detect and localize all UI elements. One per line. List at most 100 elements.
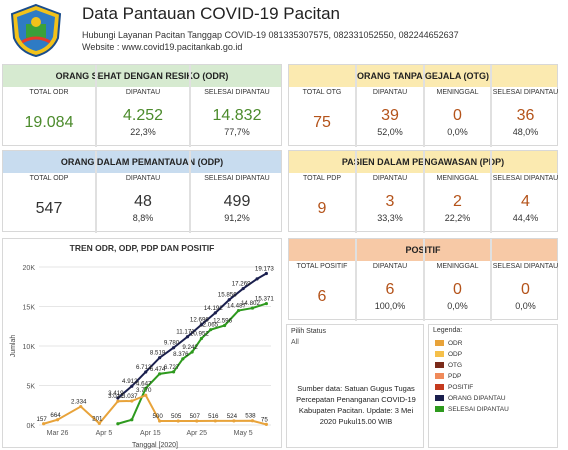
data-point bbox=[250, 419, 255, 423]
legend-item[interactable]: PDP bbox=[435, 371, 461, 381]
data-point bbox=[158, 419, 162, 423]
data-label: 12.596 bbox=[213, 317, 232, 324]
legend-label: ODP bbox=[448, 350, 463, 358]
data-label: 6.474 bbox=[150, 366, 166, 373]
data-point bbox=[181, 357, 185, 361]
data-point bbox=[97, 421, 101, 426]
data-point bbox=[236, 308, 241, 313]
otg-meninggal-value: 0 bbox=[453, 107, 462, 124]
data-point bbox=[264, 271, 268, 276]
odp-selesai-cell: SELESAI DIPANTAU 499 91,2% bbox=[190, 151, 283, 233]
data-point bbox=[185, 335, 190, 339]
pdp-selesai-pct: 44,4% bbox=[512, 213, 539, 223]
legend-item[interactable]: POSITIF bbox=[435, 382, 473, 392]
legend-swatch bbox=[435, 384, 444, 390]
legend-item[interactable]: SELESAI DIPANTAU bbox=[435, 404, 509, 414]
page-header: Data Pantauan COVID-19 Pacitan Hubungi L… bbox=[0, 0, 568, 60]
filter-panel: Pilih Status All Sumber data: Satuan Gug… bbox=[286, 324, 424, 448]
legend-item[interactable]: ORANG DIPANTAU bbox=[435, 393, 506, 403]
page-title: Data Pantauan COVID-19 Pacitan bbox=[82, 4, 340, 23]
odr-dipantau-cell: DIPANTAU 4.252 22,3% bbox=[96, 65, 190, 147]
legend-item[interactable]: ODR bbox=[435, 338, 462, 348]
pdp-total-cell: TOTAL PDP 9 bbox=[289, 151, 356, 233]
odr-total-value: 19.084 bbox=[24, 114, 74, 131]
odr-total-cell: TOTAL ODR 19.084 bbox=[3, 65, 96, 147]
data-point bbox=[144, 370, 148, 374]
positif-selesai-pct: 0,0% bbox=[515, 301, 536, 311]
status-filter-select[interactable]: All bbox=[291, 339, 299, 346]
chart-title: TREN ODR, ODP, PDP DAN POSITIF bbox=[69, 243, 215, 253]
positif-dipantau-value: 6 bbox=[385, 281, 395, 298]
otg-panel: ORANG TANPA GEJALA (OTG) TOTAL OTG 75 DI… bbox=[288, 64, 559, 147]
positif-total-value: 6 bbox=[317, 288, 327, 305]
otg-total-cell: TOTAL OTG 75 bbox=[289, 65, 356, 147]
odr-total-head: TOTAL ODR bbox=[29, 89, 69, 96]
data-point bbox=[255, 277, 259, 281]
odp-dipantau-head: DIPANTAU bbox=[125, 175, 161, 182]
odp-selesai-value: 499 bbox=[223, 193, 251, 210]
data-label: 8.376 bbox=[173, 351, 189, 358]
pdp-total-head: TOTAL PDP bbox=[303, 175, 341, 182]
y-tick-label: 0K bbox=[26, 423, 35, 430]
hotline-text: Hubungi Layanan Pacitan Tanggap COVID-19… bbox=[82, 30, 459, 40]
otg-selesai-pct: 48,0% bbox=[512, 127, 539, 137]
positif-dipantau-pct: 100,0% bbox=[374, 301, 406, 311]
data-point bbox=[116, 399, 120, 403]
legend-item[interactable]: OTG bbox=[435, 360, 462, 370]
data-label: 507 bbox=[190, 413, 201, 420]
otg-dipantau-head: DIPANTAU bbox=[372, 89, 408, 96]
legend-label: ODR bbox=[448, 339, 463, 347]
y-tick-label: 10K bbox=[23, 344, 36, 351]
positif-meninggal-cell: MENINGGAL 0 0,0% bbox=[424, 239, 491, 321]
data-point bbox=[199, 323, 203, 327]
x-tick-label: Apr 5 bbox=[96, 430, 113, 437]
y-tick-label: 15K bbox=[23, 305, 36, 312]
legend-swatch bbox=[435, 351, 444, 357]
legend-swatch bbox=[435, 373, 444, 379]
otg-selesai-head: SELESAI DIPANTAU bbox=[492, 89, 559, 96]
data-label: 505 bbox=[171, 413, 182, 420]
odr-dipantau-value: 4.252 bbox=[122, 107, 164, 124]
otg-dipantau-pct: 52,0% bbox=[377, 127, 403, 137]
otg-meninggal-head: MENINGGAL bbox=[436, 89, 479, 96]
data-point bbox=[79, 404, 83, 409]
pdp-meninggal-pct: 22,2% bbox=[444, 213, 471, 223]
odp-total-value: 547 bbox=[35, 200, 63, 217]
legend-swatch bbox=[435, 340, 444, 346]
x-tick-label: Apr 25 bbox=[186, 430, 207, 437]
odp-title: ORANG DALAM PEMANTAUAN (ODP) bbox=[3, 151, 281, 173]
data-point bbox=[250, 306, 255, 310]
pdp-dipantau-cell: DIPANTAU 3 33,3% bbox=[356, 151, 424, 233]
data-label: 2.334 bbox=[71, 399, 87, 406]
data-point bbox=[144, 393, 148, 397]
series-line bbox=[117, 272, 267, 399]
odr-selesai-value: 14.832 bbox=[212, 107, 262, 124]
odr-selesai-pct: 77,7% bbox=[224, 127, 250, 137]
odr-dipantau-head: DIPANTAU bbox=[125, 89, 161, 96]
data-label: 14.802 bbox=[241, 300, 260, 307]
x-tick-label: May 5 bbox=[234, 430, 253, 437]
otg-meninggal-cell: MENINGGAL 0 0,0% bbox=[424, 65, 491, 147]
positif-selesai-value: 0 bbox=[521, 281, 530, 298]
data-point bbox=[116, 422, 120, 426]
legend-title: Legenda: bbox=[433, 327, 463, 334]
data-label: 516 bbox=[208, 413, 219, 420]
x-tick-label: Apr 15 bbox=[140, 430, 161, 437]
data-label: 500 bbox=[152, 413, 163, 420]
odr-selesai-head: SELESAI DIPANTAU bbox=[204, 89, 270, 96]
x-tick-label: Mar 26 bbox=[47, 430, 69, 437]
data-label: 12.065 bbox=[199, 322, 218, 329]
pdp-dipantau-value: 3 bbox=[385, 193, 395, 210]
data-label: 14.487 bbox=[227, 303, 246, 310]
data-label: 201 bbox=[92, 415, 103, 422]
legend-item[interactable]: ODP bbox=[435, 349, 462, 359]
odp-dipantau-pct: 8,8% bbox=[132, 213, 154, 223]
positif-meninggal-pct: 0,0% bbox=[447, 301, 468, 311]
legend-label: POSITIF bbox=[448, 383, 474, 391]
y-axis-label: Jumlah bbox=[10, 335, 17, 358]
otg-dipantau-cell: DIPANTAU 39 52,0% bbox=[356, 65, 424, 147]
odp-selesai-pct: 91,2% bbox=[224, 213, 250, 223]
data-point bbox=[199, 336, 203, 341]
y-tick-label: 5K bbox=[26, 384, 35, 391]
data-label: 10.952 bbox=[190, 330, 209, 337]
